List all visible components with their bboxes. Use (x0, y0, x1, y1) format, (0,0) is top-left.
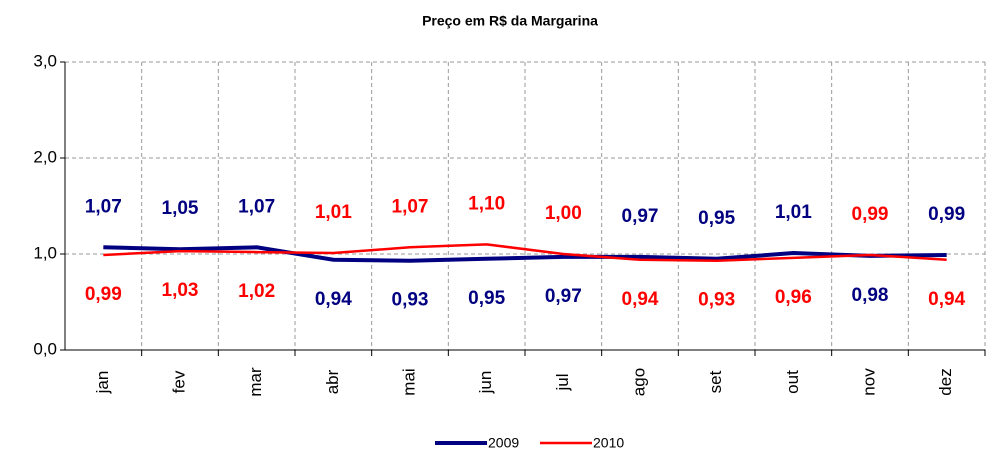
data-label: 0,94 (622, 289, 659, 310)
data-label: 0,99 (852, 204, 889, 225)
data-label: 1,07 (85, 196, 122, 217)
data-label: 0,94 (315, 289, 352, 310)
x-tick-label: dez (936, 368, 955, 395)
y-tick-label: 3,0 (33, 51, 57, 70)
data-label: 0,98 (852, 285, 889, 306)
chart-title: Preço em R$ da Margarina (422, 13, 598, 29)
x-tick-label: nov (859, 368, 878, 396)
data-label: 0,93 (698, 290, 735, 311)
x-tick-label: jul (553, 373, 572, 391)
data-label: 0,97 (622, 206, 659, 227)
data-label: 0,97 (545, 286, 582, 307)
x-tick-label: out (783, 370, 802, 394)
data-label: 1,01 (315, 202, 352, 223)
data-label: 1,02 (238, 281, 275, 302)
data-label: 0,99 (85, 284, 122, 305)
x-tick-label: mai (399, 368, 418, 395)
x-tick-label: jun (476, 371, 495, 395)
data-label: 0,95 (698, 208, 735, 229)
x-tick-label: mar (246, 367, 265, 397)
legend-label: 2010 (593, 435, 624, 451)
data-label: 1,00 (545, 203, 582, 224)
data-label: 1,01 (775, 202, 812, 223)
series-line (103, 245, 947, 263)
y-tick-label: 2,0 (33, 147, 57, 166)
x-tick-label: abr (323, 369, 342, 394)
x-tick-label: fev (169, 370, 188, 393)
y-tick-label: 0,0 (33, 339, 57, 358)
data-label: 1,07 (392, 196, 429, 217)
data-label: 0,96 (775, 287, 812, 308)
x-tick-label: set (706, 370, 725, 393)
legend-label: 2009 (488, 435, 519, 451)
data-label: 0,94 (928, 289, 965, 310)
data-label: 1,03 (162, 280, 199, 301)
series-line (103, 243, 947, 262)
data-label: 0,99 (928, 204, 965, 225)
data-label: 0,93 (392, 290, 429, 311)
x-tick-label: jan (93, 371, 112, 395)
data-label: 1,10 (468, 193, 505, 214)
data-label: 1,07 (238, 196, 275, 217)
x-tick-label: ago (629, 368, 648, 396)
data-label: 0,95 (468, 288, 505, 309)
y-tick-label: 1,0 (33, 243, 57, 262)
data-label: 1,05 (162, 198, 199, 219)
